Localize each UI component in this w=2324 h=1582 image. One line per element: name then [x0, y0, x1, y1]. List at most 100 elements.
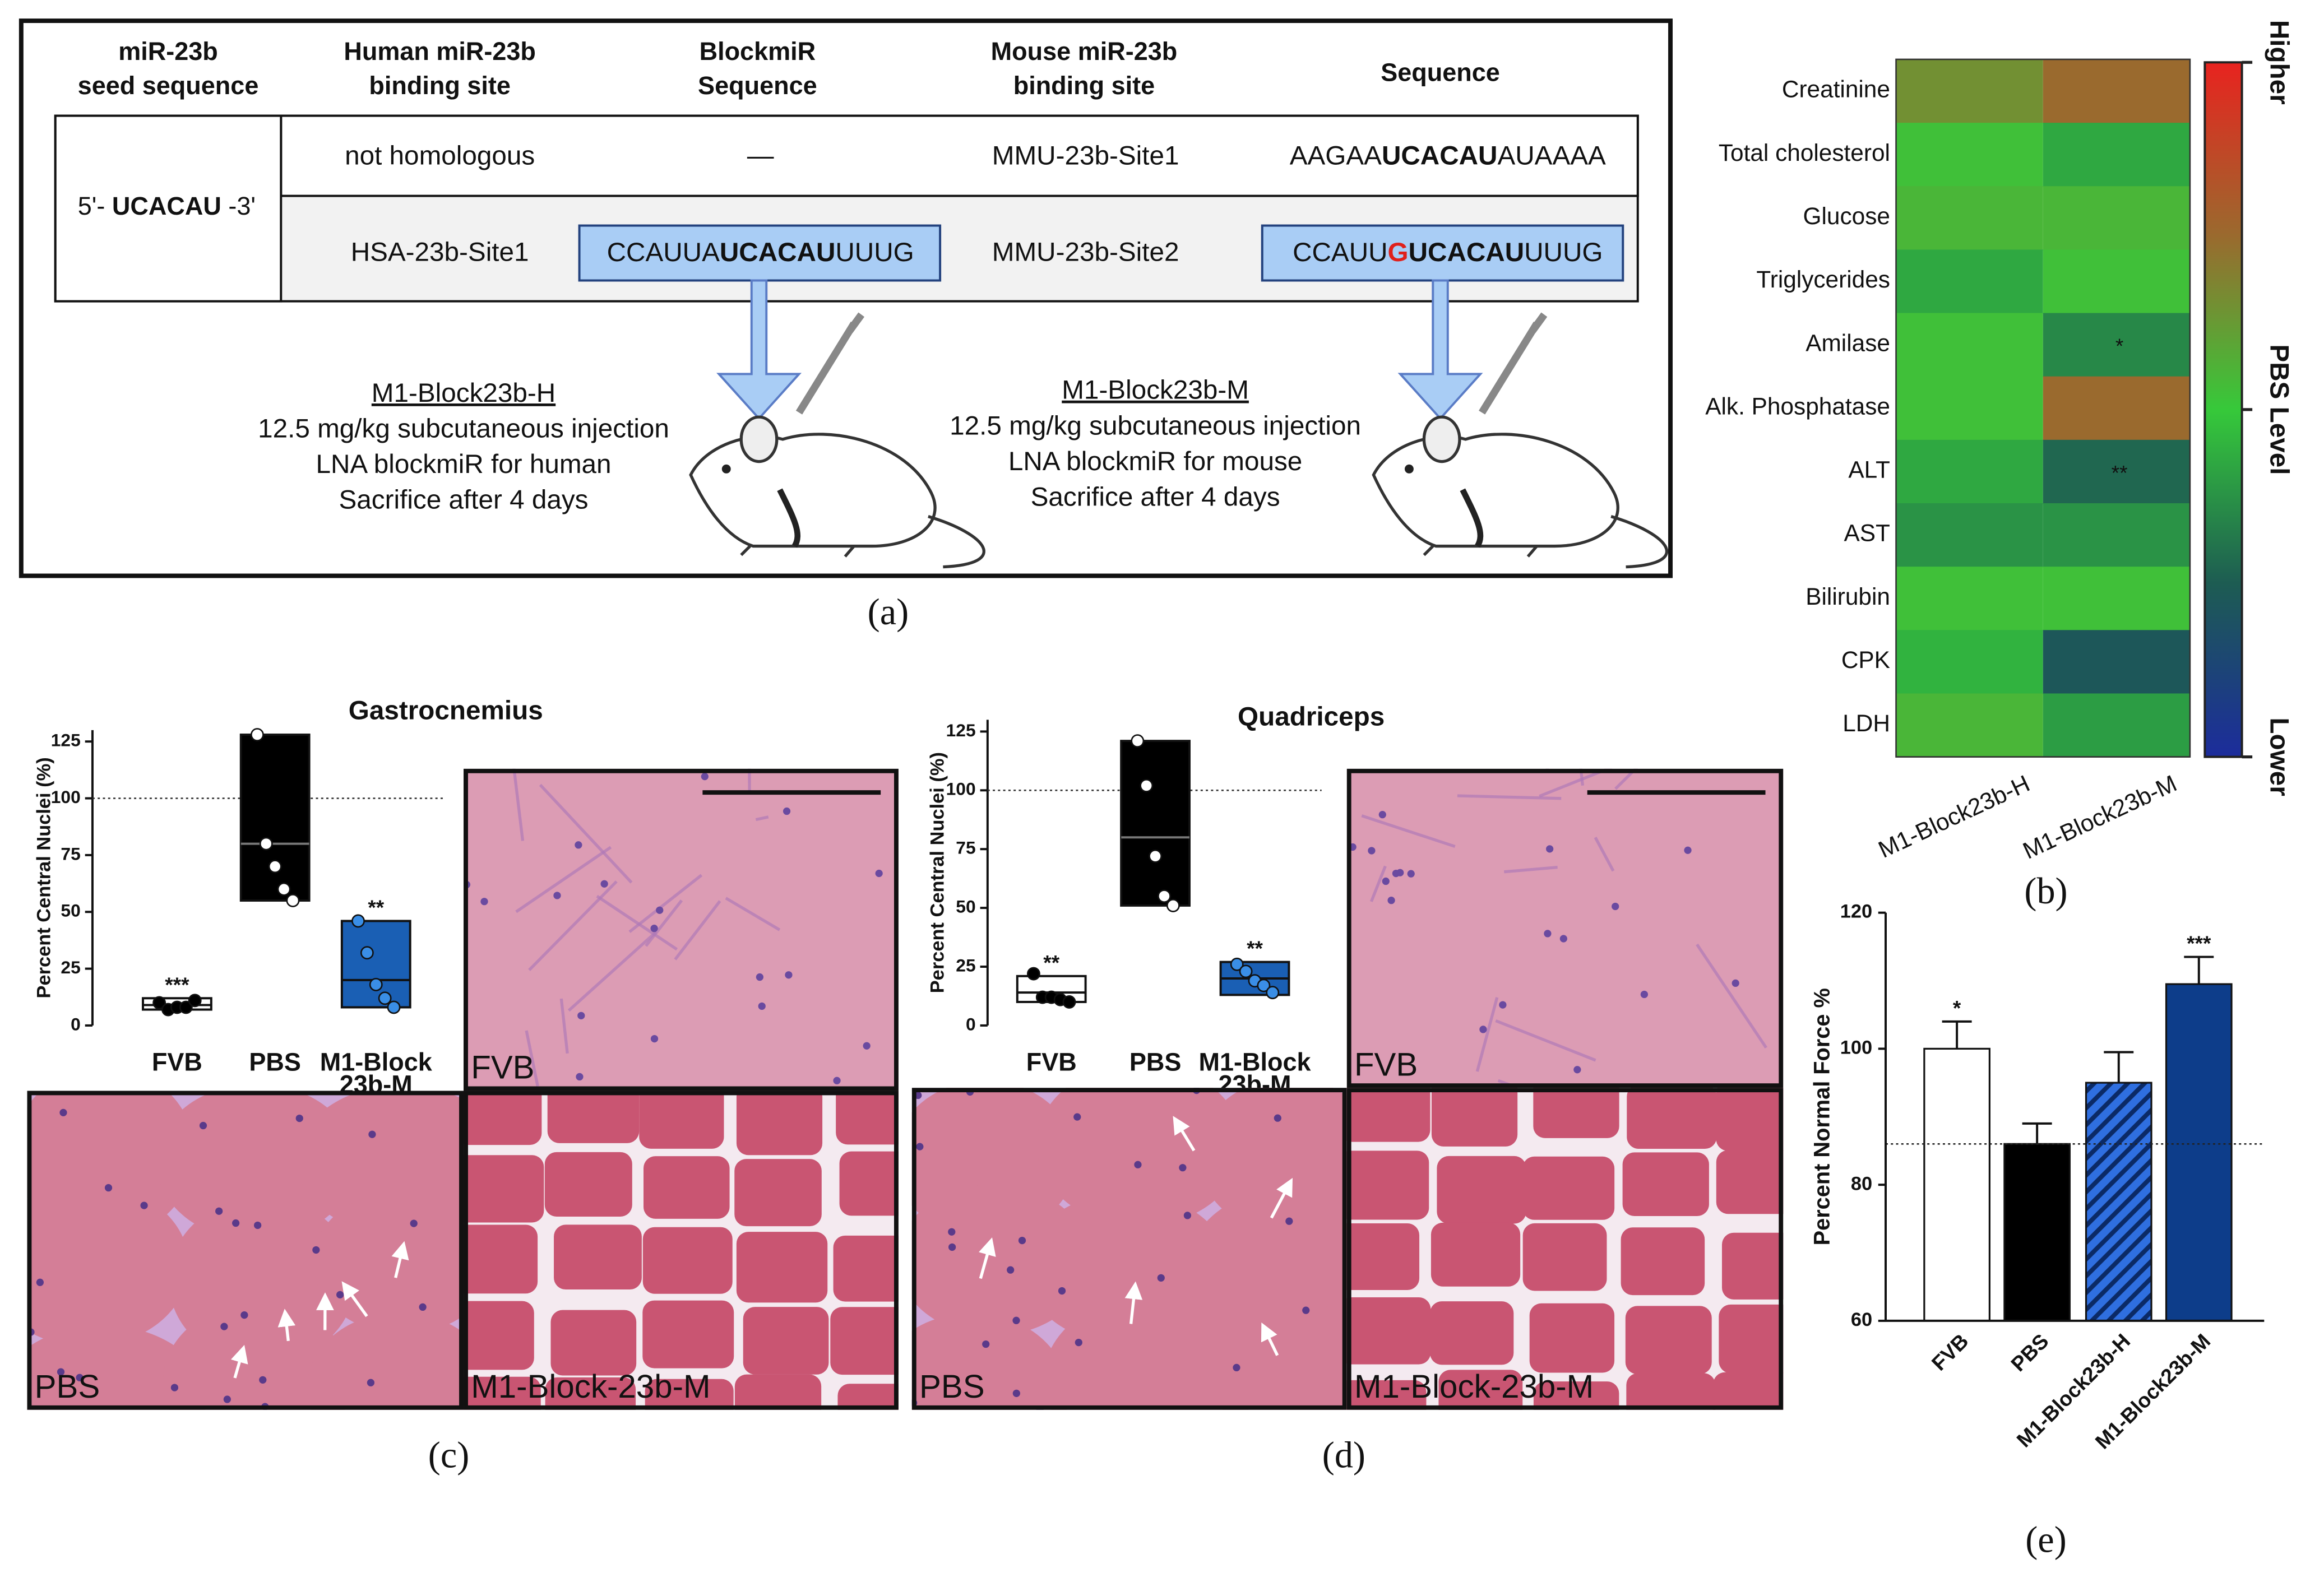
seed-sequence: 5'- UCACAU -3': [78, 192, 256, 220]
colorbar-label: Higher: [2265, 20, 2294, 105]
nucleus: [312, 1246, 320, 1254]
fiber: [734, 1374, 822, 1410]
fiber: [464, 1091, 542, 1145]
cell-border: [1614, 768, 1638, 790]
panel-label: (c): [428, 1435, 469, 1476]
y-tick-label: 120: [1840, 901, 1872, 922]
data-point: [286, 894, 300, 907]
heatmap-cell: [2043, 693, 2190, 758]
fiber: [1533, 1381, 1619, 1410]
fiber: [1437, 1156, 1526, 1224]
arrow: [716, 279, 802, 420]
cell-border: [559, 998, 569, 1054]
arrow: [1397, 279, 1483, 420]
fiber: [1346, 1380, 1427, 1410]
bar: [1923, 1047, 1990, 1322]
panel-label: (d): [1322, 1435, 1365, 1476]
fiber: [547, 1091, 640, 1143]
y-tick-label: 125: [51, 730, 81, 750]
nucleus: [368, 1130, 376, 1138]
x-tick-label: PBS: [249, 1048, 301, 1077]
data-point: [387, 1000, 401, 1014]
image-frame: [1346, 1088, 1784, 1410]
nucleus: [1073, 1113, 1081, 1121]
fiber: [1713, 1372, 1784, 1410]
cell-border: [525, 1030, 539, 1087]
nucleus: [76, 1374, 84, 1381]
x-tick-label: PBS: [1129, 1048, 1182, 1077]
row-label: Glucose: [1803, 203, 1890, 229]
nucleus: [295, 1114, 303, 1122]
table-cell-text: AAGAAUCACAUAUAAAA: [1290, 141, 1606, 170]
text-segment: UCACAU: [1409, 237, 1524, 267]
y-axis-label: Percent Central Nuclei (%): [927, 752, 948, 993]
y-tick-label: 100: [946, 779, 976, 799]
nucleus: [367, 1379, 375, 1386]
pointer-arrow: [341, 1281, 368, 1317]
bar: [2085, 1082, 2152, 1322]
nucleus: [220, 1323, 228, 1330]
nucleus: [656, 906, 664, 914]
cell-border: [1504, 866, 1558, 874]
text-segment: AAGAA: [1290, 141, 1382, 170]
nucleus: [1018, 1236, 1026, 1245]
nucleus: [1499, 1001, 1507, 1009]
treatment-line: Sacrifice after 4 days: [339, 485, 589, 515]
heatmap-cell: [1896, 376, 2043, 441]
heatmap-cell: [2043, 439, 2190, 504]
column-label: M1-Block23b-H: [1874, 770, 2034, 863]
nucleus: [1732, 979, 1739, 987]
fiber: [736, 1232, 828, 1303]
row-label: Amilase: [1806, 330, 1890, 356]
table-cell-text: —: [747, 141, 774, 170]
colorbar-label: Lower: [2265, 717, 2294, 796]
fiber: [836, 1091, 899, 1145]
nucleus: [576, 1073, 584, 1081]
table-cell-text: CCAUUGUCACAUUUUG: [1293, 237, 1603, 267]
nucleus: [1573, 1066, 1581, 1074]
cell-border: [1696, 943, 1767, 1049]
nucleus: [1012, 1316, 1020, 1324]
y-tick-label: 100: [1840, 1037, 1872, 1059]
cell-border: [628, 874, 703, 933]
colorbar: [2203, 61, 2243, 758]
image-frame: [1346, 768, 1784, 1088]
cell-border: [725, 897, 781, 931]
cell-border: [1361, 814, 1456, 848]
nucleus: [650, 925, 658, 933]
row-label: Total cholesterol: [1719, 140, 1890, 166]
nucleus: [1233, 1363, 1240, 1372]
fiber: [639, 1091, 724, 1149]
table-cell-text: not homologous: [345, 141, 535, 170]
data-point: [1257, 978, 1271, 992]
bar: [2003, 1143, 2071, 1322]
y-tick-label: 0: [71, 1014, 81, 1034]
histology-image: PBS: [27, 1091, 464, 1410]
row-label: ALT: [1848, 457, 1890, 483]
data-point: [360, 946, 374, 960]
significance-label: **: [1043, 950, 1059, 974]
table-header: BlockmiR: [700, 37, 816, 66]
fiber: [545, 1377, 636, 1410]
pointer-arrow: [391, 1241, 409, 1278]
nucleus: [480, 898, 488, 906]
fiber: [1036, 1088, 1243, 1227]
row-label: Creatinine: [1782, 76, 1890, 103]
data-point: [179, 1000, 193, 1014]
nucleus: [701, 773, 709, 781]
cell-border: [1369, 865, 1387, 902]
text-segment: UCACAU: [720, 237, 836, 267]
fiber: [837, 1384, 899, 1410]
fiber: [734, 1159, 822, 1227]
heatmap-cell: [1896, 123, 2043, 187]
fiber: [1533, 1088, 1619, 1138]
heatmap-cell: [2043, 630, 2190, 694]
y-tick-label: 125: [946, 720, 976, 740]
heatmap-cell: [1896, 567, 2043, 631]
nucleus: [982, 1340, 990, 1348]
heatmap-cell: [1896, 249, 2043, 314]
nucleus: [756, 973, 763, 981]
pointer-arrow: [979, 1237, 996, 1279]
fiber: [163, 1302, 351, 1410]
fiber: [642, 1227, 733, 1294]
